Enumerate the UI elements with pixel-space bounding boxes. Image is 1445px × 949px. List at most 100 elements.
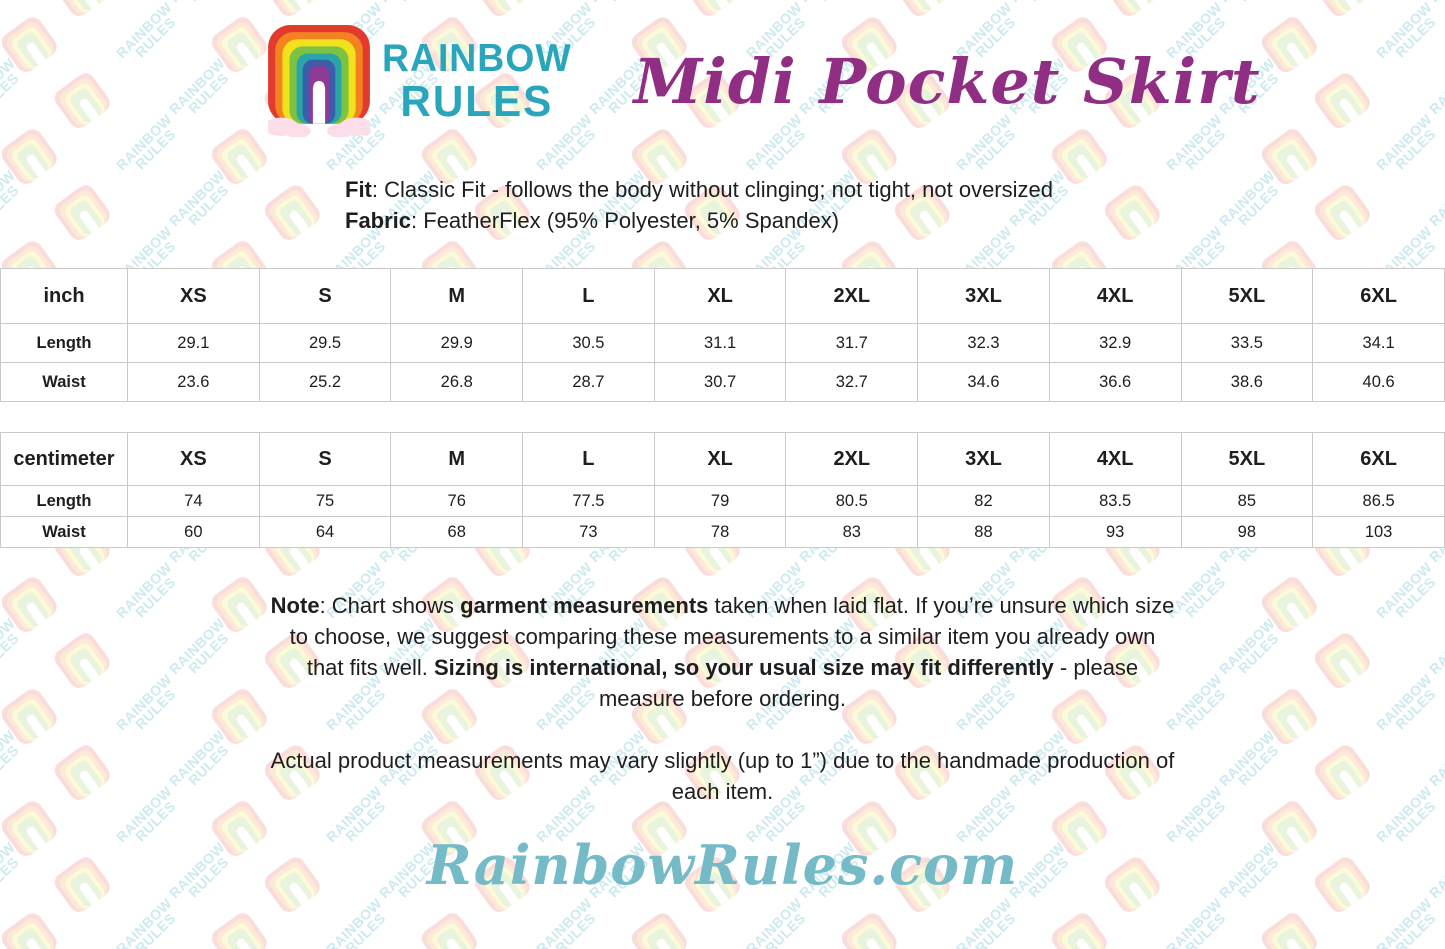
measurement-cell: 29.1 [127, 323, 260, 363]
measurement-cell: 30.7 [653, 362, 787, 402]
size-column-header: 3XL [917, 432, 1050, 486]
measurement-cell: 93 [1048, 516, 1182, 548]
rainbow-rules-logo: RAINBOW RULES [268, 25, 576, 137]
measurement-cell: 77.5 [522, 485, 655, 517]
watermark-rainbow-icon [208, 909, 275, 949]
unit-header: centimeter [0, 432, 128, 486]
measurement-cell: 76 [390, 485, 524, 517]
measurement-cell: 88 [917, 516, 1050, 548]
measurement-cell: 29.5 [258, 323, 392, 363]
measurement-cell: 32.7 [785, 362, 919, 402]
logo-word-rules: RULES [400, 76, 554, 126]
product-info: Fit: Classic Fit - follows the body with… [345, 174, 1445, 236]
fit-text: : Classic Fit - follows the body without… [371, 177, 1053, 202]
note-segment: : Chart shows [319, 593, 461, 618]
size-column-header: XS [127, 432, 260, 486]
measurement-cell: 34.6 [917, 362, 1050, 402]
measurement-cell: 78 [653, 516, 787, 548]
size-column-header: 6XL [1312, 268, 1445, 324]
measurement-cell: 29.9 [390, 323, 524, 363]
note-segment: - please measure before ordering. [598, 655, 1139, 711]
measurement-cell: 31.7 [785, 323, 919, 363]
table-row: Length 74 75 76 77.5 79 80.5 82 83.5 85 86.5 [0, 485, 1445, 517]
watermark-rainbow-icon [418, 909, 485, 949]
fabric-line: Fabric: FeatherFlex (95% Polyester, 5% S… [345, 205, 1445, 236]
watermark-rainbow-icon [1048, 909, 1115, 949]
note-segment: Note [270, 593, 320, 618]
table-row: Waist 23.6 25.2 26.8 28.7 30.7 32.7 34.6 36.6 38.… [0, 362, 1445, 402]
measurement-cell: 73 [522, 516, 655, 548]
size-column-header: 5XL [1180, 268, 1314, 324]
size-column-header: M [390, 268, 524, 324]
measurement-cell: 83.5 [1048, 485, 1182, 517]
size-column-header: XL [653, 268, 787, 324]
measurement-cell: 64 [258, 516, 392, 548]
size-tables-section: inch XS S M L XL 2XL 3XL 4XL 5XL 6XL Length 29.1 29.5… [0, 268, 1445, 548]
fabric-text: : FeatherFlex (95% Polyester, 5% Spandex… [411, 208, 840, 233]
website-text: RainbowRules.com [426, 833, 1019, 897]
measurement-cell: 23.6 [127, 362, 260, 402]
size-column-header: M [390, 432, 524, 486]
measurement-cell: 32.9 [1048, 323, 1182, 363]
note-segment: Sizing is international, so your usual s… [433, 655, 1054, 680]
size-column-header: 4XL [1048, 268, 1182, 324]
measurement-cell: 82 [917, 485, 1050, 517]
size-table-inch: inch XS S M L XL 2XL 3XL 4XL 5XL 6XL Length 29.1 29.5… [0, 268, 1445, 402]
table-row: Waist 60 64 68 73 78 83 88 93 98 103 [0, 516, 1445, 548]
measurement-cell: 32.3 [917, 323, 1050, 363]
measurement-cell: 38.6 [1180, 362, 1314, 402]
row-label: Length [0, 485, 128, 517]
watermark-rainbow-icon [628, 909, 695, 949]
size-column-header: XL [653, 432, 787, 486]
size-column-header: S [258, 432, 392, 486]
measurement-cell: 30.5 [522, 323, 655, 363]
size-column-header: 2XL [785, 432, 919, 486]
row-label: Waist [0, 362, 128, 402]
logo-wordmark: RAINBOW RULES [382, 39, 572, 124]
watermark-rainbow-icon [0, 909, 64, 949]
measurement-cell: 75 [258, 485, 392, 517]
watermark-rainbow-icon [1258, 909, 1325, 949]
size-column-header: 3XL [917, 268, 1050, 324]
header: RAINBOW RULES Midi Pocket Skirt [0, 0, 1445, 140]
size-column-header: L [522, 432, 655, 486]
size-column-header: L [522, 268, 655, 324]
measurement-cell: 36.6 [1048, 362, 1182, 402]
note-segment: taken when laid flat. If you’re unsure w… [289, 593, 1175, 680]
row-label: Length [0, 323, 128, 363]
measurement-cell: 33.5 [1180, 323, 1314, 363]
measurement-cell: 60 [127, 516, 260, 548]
measurement-cell: 68 [390, 516, 524, 548]
size-column-header: XS [127, 268, 260, 324]
fit-line: Fit: Classic Fit - follows the body with… [345, 174, 1445, 205]
measurement-cell: 98 [1180, 516, 1314, 548]
watermark-rainbow-icon [838, 909, 905, 949]
logo-word-rainbow: RAINBOW [381, 36, 572, 80]
size-column-header: 6XL [1312, 432, 1445, 486]
measurement-cell: 74 [127, 485, 260, 517]
measurement-cell: 83 [785, 516, 919, 548]
fit-label: Fit [345, 177, 372, 202]
tolerance-text: Actual product measurements may vary sli… [270, 748, 1175, 804]
table-gap [0, 402, 1445, 432]
row-label: Waist [0, 516, 128, 548]
page-title: Midi Pocket Skirt [633, 44, 1261, 118]
table-row: Length 29.1 29.5 29.9 30.5 31.1 31.7 32.3 32.9 33… [0, 323, 1445, 363]
note-segment: garment measurements [460, 593, 709, 618]
measurement-cell: 28.7 [522, 362, 655, 402]
fabric-label: Fabric [345, 208, 412, 233]
measurement-cell: 80.5 [785, 485, 919, 517]
measurement-cell: 85 [1180, 485, 1314, 517]
measurement-cell: 86.5 [1312, 485, 1445, 517]
size-column-header: S [258, 268, 392, 324]
size-table-centimeter: centimeter XS S M L XL 2XL 3XL 4XL 5XL 6XL Length 74… [0, 432, 1445, 548]
size-column-header: 5XL [1180, 432, 1314, 486]
note-text: Note: Chart shows garment measurements t… [270, 590, 1175, 714]
measurement-cell: 103 [1312, 516, 1445, 548]
